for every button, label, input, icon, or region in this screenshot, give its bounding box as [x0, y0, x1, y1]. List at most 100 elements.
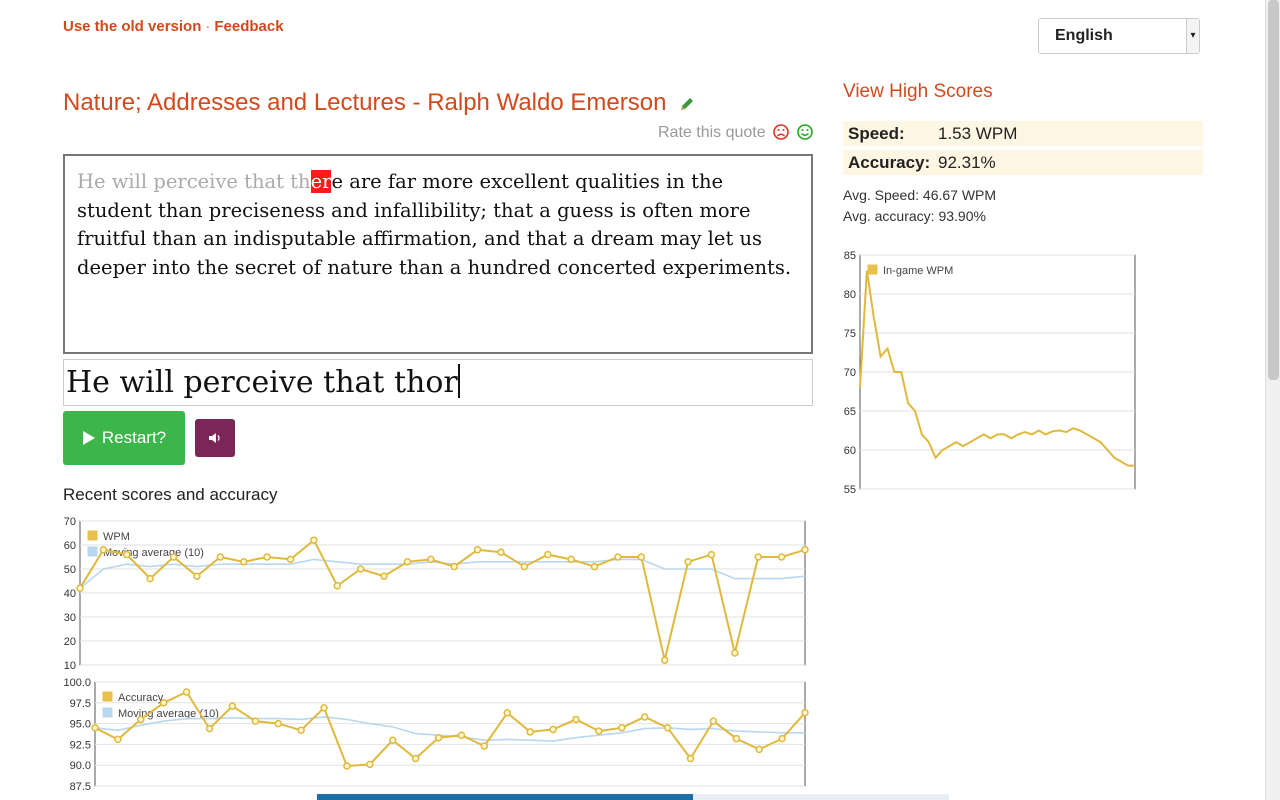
feedback-link[interactable]: Feedback: [214, 18, 284, 35]
data-point[interactable]: [637, 553, 646, 561]
data-point[interactable]: [755, 745, 763, 754]
happy-face-icon[interactable]: [796, 124, 813, 140]
data-point[interactable]: [251, 717, 260, 725]
data-point[interactable]: [618, 724, 626, 732]
data-point[interactable]: [709, 717, 718, 725]
data-point[interactable]: [590, 562, 599, 571]
page-scrollbar[interactable]: [1265, 0, 1280, 800]
language-selected: English: [1055, 27, 1113, 44]
y-tick-label: 70: [64, 516, 76, 528]
data-point[interactable]: [286, 555, 295, 564]
data-point[interactable]: [754, 553, 762, 561]
pencil-icon[interactable]: [679, 96, 695, 112]
data-point[interactable]: [193, 572, 201, 580]
scrollbar-thumb[interactable]: [1268, 0, 1279, 380]
data-point[interactable]: [549, 725, 557, 734]
data-point[interactable]: [686, 754, 695, 763]
data-point[interactable]: [91, 724, 99, 732]
data-point[interactable]: [480, 742, 489, 750]
data-point[interactable]: [403, 558, 412, 566]
sad-face-icon[interactable]: [773, 124, 789, 140]
data-point[interactable]: [660, 656, 669, 664]
data-point[interactable]: [114, 735, 122, 744]
bottom-banner: [317, 794, 949, 800]
data-point[interactable]: [778, 734, 786, 743]
data-point[interactable]: [239, 558, 248, 566]
data-point[interactable]: [457, 731, 466, 739]
legend-swatch: [101, 690, 114, 703]
data-point[interactable]: [99, 546, 108, 554]
data-point[interactable]: [297, 726, 305, 735]
sound-toggle-button[interactable]: [195, 419, 235, 457]
data-point[interactable]: [76, 584, 84, 592]
data-point[interactable]: [333, 582, 342, 590]
legend-label: Accuracy: [118, 692, 164, 704]
legend-swatch: [866, 263, 879, 276]
data-point[interactable]: [640, 713, 649, 721]
data-point[interactable]: [274, 719, 282, 728]
data-point[interactable]: [450, 562, 458, 571]
data-point[interactable]: [216, 553, 225, 561]
data-point[interactable]: [663, 724, 672, 732]
data-point[interactable]: [777, 553, 786, 561]
chart-plot-area: [94, 681, 806, 787]
data-point[interactable]: [427, 555, 435, 564]
data-point[interactable]: [731, 649, 739, 657]
data-point[interactable]: [182, 688, 191, 696]
data-point[interactable]: [801, 546, 809, 554]
data-point[interactable]: [473, 546, 482, 554]
old-version-link[interactable]: Use the old version: [63, 18, 202, 35]
data-point[interactable]: [684, 558, 692, 566]
link-separator: ·: [205, 18, 211, 35]
data-point[interactable]: [263, 553, 271, 561]
data-point[interactable]: [707, 550, 716, 559]
data-point[interactable]: [732, 734, 741, 743]
recent-scores-title: Recent scores and accuracy: [63, 485, 278, 504]
data-point[interactable]: [595, 727, 603, 735]
y-tick-label: 97.5: [70, 698, 91, 710]
data-point[interactable]: [520, 562, 529, 571]
data-point[interactable]: [614, 553, 622, 561]
language-select[interactable]: English ▾: [1038, 18, 1200, 54]
data-point[interactable]: [310, 536, 318, 544]
data-point[interactable]: [380, 572, 388, 580]
data-point[interactable]: [146, 574, 154, 583]
data-point[interactable]: [159, 699, 168, 707]
rate-quote: Rate this quote: [658, 124, 813, 142]
typing-input[interactable]: He will perceive that thor: [63, 359, 813, 406]
data-point[interactable]: [228, 702, 237, 710]
view-high-scores-link[interactable]: View High Scores: [843, 81, 993, 102]
data-point[interactable]: [205, 724, 214, 733]
restart-button[interactable]: Restart?: [63, 411, 185, 465]
avg-accuracy: Avg. accuracy: 93.90%: [843, 208, 986, 224]
data-point[interactable]: [543, 550, 552, 559]
data-point[interactable]: [366, 760, 374, 769]
data-point[interactable]: [320, 704, 328, 712]
data-point[interactable]: [137, 715, 145, 724]
data-point[interactable]: [411, 754, 420, 763]
chevron-down-icon: ▾: [1186, 19, 1199, 53]
data-point[interactable]: [497, 548, 505, 556]
text-caret: [457, 364, 460, 398]
data-point[interactable]: [503, 709, 512, 717]
data-point[interactable]: [123, 550, 131, 559]
data-point[interactable]: [356, 565, 365, 573]
data-point[interactable]: [567, 555, 575, 564]
y-tick-label: 80: [844, 289, 856, 301]
restart-label: Restart?: [101, 428, 167, 447]
data-point[interactable]: [801, 709, 809, 717]
data-point[interactable]: [169, 553, 178, 561]
data-point[interactable]: [526, 728, 534, 736]
data-point[interactable]: [388, 736, 397, 744]
y-tick-label: 85: [844, 250, 856, 262]
avg-speed: Avg. Speed: 46.67 WPM: [843, 187, 997, 203]
data-point[interactable]: [434, 733, 443, 742]
speed-stat: Speed: 1.53 WPM: [843, 121, 1203, 146]
y-tick-label: 60: [844, 445, 856, 457]
y-tick-label: 20: [64, 636, 76, 648]
y-tick-label: 60: [64, 540, 76, 552]
data-point[interactable]: [343, 762, 351, 770]
data-point[interactable]: [572, 715, 580, 724]
